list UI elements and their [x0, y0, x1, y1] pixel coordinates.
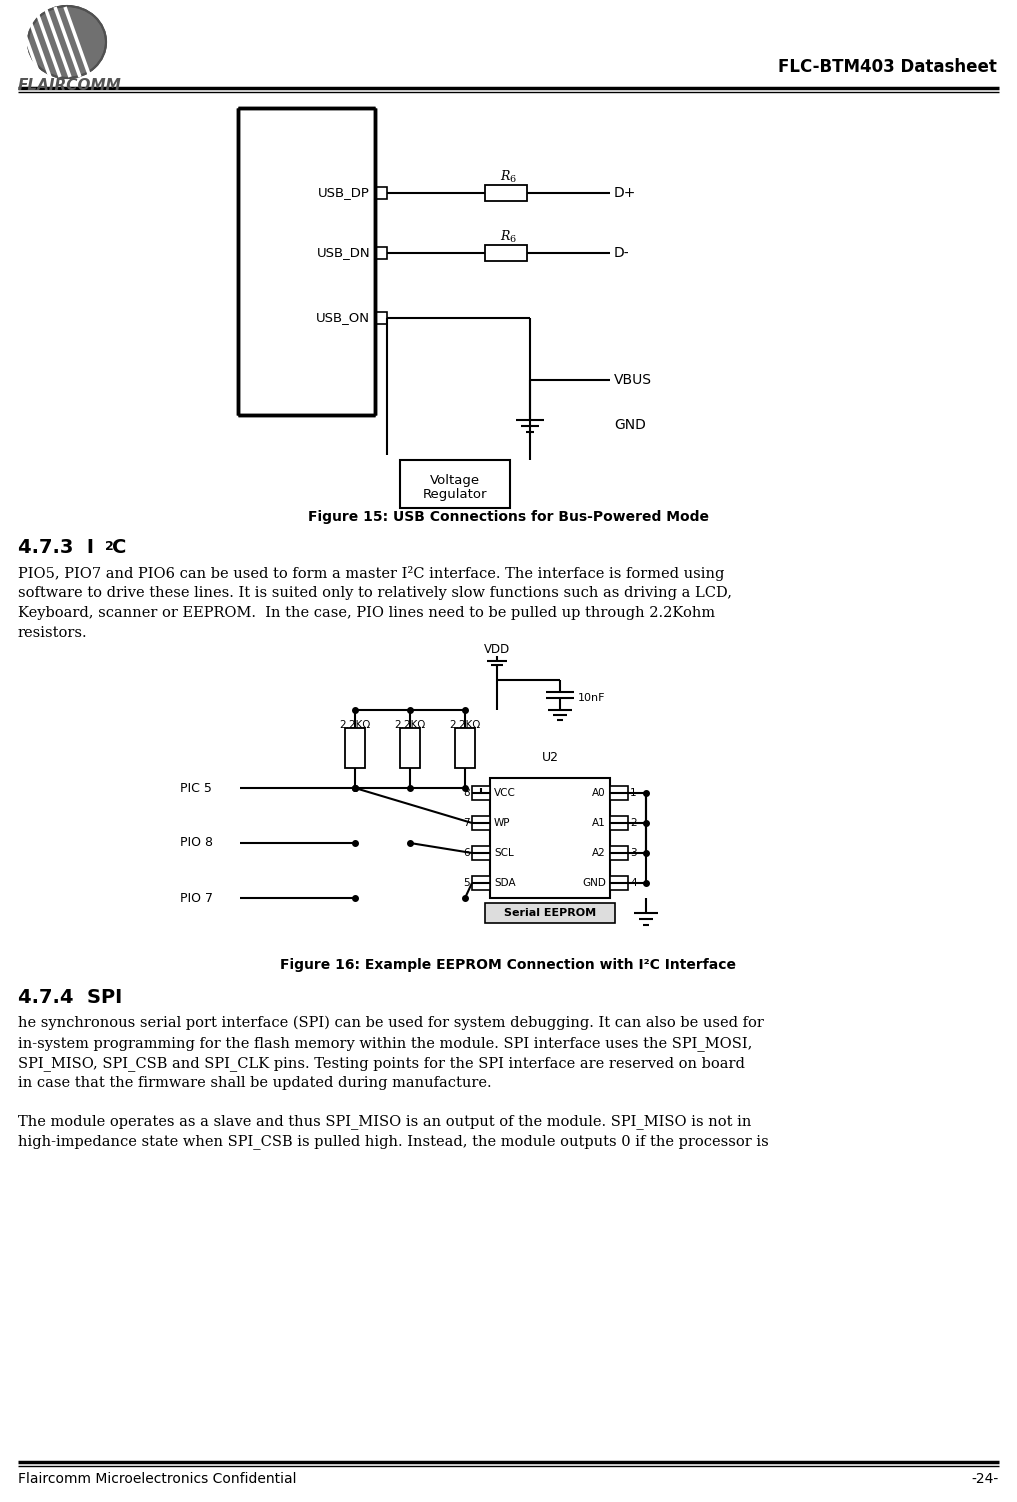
Text: The module operates as a slave and thus SPI_MISO is an output of the module. SPI: The module operates as a slave and thus … [18, 1114, 752, 1130]
Text: 6: 6 [464, 849, 470, 858]
Text: FLC-BTM403 Datasheet: FLC-BTM403 Datasheet [778, 59, 997, 77]
Text: SPI_MISO, SPI_CSB and SPI_CLK pins. Testing points for the SPI interface are res: SPI_MISO, SPI_CSB and SPI_CLK pins. Test… [18, 1056, 744, 1071]
Text: 4: 4 [630, 879, 637, 888]
Text: A2: A2 [592, 849, 606, 858]
Text: he synchronous serial port interface (SPI) can be used for system debugging. It : he synchronous serial port interface (SP… [18, 1015, 764, 1030]
Text: 3: 3 [630, 849, 637, 858]
Bar [400, 728, 420, 768]
Bar [375, 246, 387, 258]
Bar [472, 846, 490, 861]
Bar [610, 816, 629, 831]
Text: R: R [500, 170, 510, 183]
Text: 4.7.3  I: 4.7.3 I [18, 538, 94, 557]
Text: VBUS: VBUS [614, 372, 652, 388]
Text: PIO 7: PIO 7 [180, 892, 213, 904]
Text: 1: 1 [630, 789, 637, 798]
Bar [472, 786, 490, 801]
Text: 2: 2 [105, 541, 114, 553]
Text: Regulator: Regulator [423, 488, 487, 502]
Text: PIO 8: PIO 8 [180, 837, 213, 850]
Bar [345, 728, 365, 768]
Bar [472, 876, 490, 891]
Text: 2: 2 [630, 819, 637, 828]
Text: FLAIRCOMM: FLAIRCOMM [18, 78, 122, 93]
Text: WP: WP [494, 819, 511, 828]
Text: U2: U2 [541, 751, 558, 765]
Text: USB_DP: USB_DP [318, 186, 370, 200]
Bar [400, 460, 510, 508]
Text: SCL: SCL [494, 849, 514, 858]
Bar [485, 903, 615, 924]
Text: 7: 7 [464, 819, 470, 828]
Text: 5: 5 [464, 879, 470, 888]
Text: A1: A1 [592, 819, 606, 828]
Text: 6: 6 [508, 234, 516, 243]
Text: VDD: VDD [484, 643, 511, 656]
Bar [610, 876, 629, 891]
Text: 2.2KΩ: 2.2KΩ [450, 719, 481, 730]
Text: 2.2KΩ: 2.2KΩ [340, 719, 370, 730]
Text: high-impedance state when SPI_CSB is pulled high. Instead, the module outputs 0 : high-impedance state when SPI_CSB is pul… [18, 1134, 769, 1149]
Text: D-: D- [614, 246, 630, 260]
Text: -24-: -24- [972, 1472, 999, 1485]
Text: GND: GND [582, 879, 606, 888]
Bar [485, 245, 527, 261]
Bar [610, 846, 629, 861]
Bar [485, 185, 527, 201]
Text: 6: 6 [508, 176, 516, 185]
Text: resistors.: resistors. [18, 626, 87, 640]
Text: Figure 16: Example EEPROM Connection with I²C Interface: Figure 16: Example EEPROM Connection wit… [280, 958, 736, 972]
Text: C: C [112, 538, 126, 557]
Text: PIO5, PIO7 and PIO6 can be used to form a master I²C interface. The interface is: PIO5, PIO7 and PIO6 can be used to form … [18, 566, 724, 581]
Text: USB_DN: USB_DN [316, 246, 370, 260]
Text: Serial EEPROM: Serial EEPROM [504, 909, 596, 918]
Text: PIC 5: PIC 5 [180, 781, 212, 795]
Text: Voltage: Voltage [430, 475, 480, 487]
Text: in-system programming for the flash memory within the module. SPI interface uses: in-system programming for the flash memo… [18, 1036, 753, 1051]
Bar [455, 728, 475, 768]
Text: in case that the firmware shall be updated during manufacture.: in case that the firmware shall be updat… [18, 1075, 491, 1090]
Bar [610, 786, 629, 801]
Text: USB_ON: USB_ON [316, 311, 370, 324]
Text: Figure 15: USB Connections for Bus-Powered Mode: Figure 15: USB Connections for Bus-Power… [307, 511, 709, 524]
Text: 8: 8 [464, 789, 470, 798]
Text: 10nF: 10nF [578, 692, 605, 703]
Text: software to drive these lines. It is suited only to relatively slow functions su: software to drive these lines. It is sui… [18, 586, 732, 599]
Bar [472, 816, 490, 831]
Text: A0: A0 [592, 789, 606, 798]
Text: Flaircomm Microelectronics Confidential: Flaircomm Microelectronics Confidential [18, 1472, 297, 1485]
Bar [490, 778, 610, 898]
Ellipse shape [28, 6, 106, 78]
Text: Keyboard, scanner or EEPROM.  In the case, PIO lines need to be pulled up throug: Keyboard, scanner or EEPROM. In the case… [18, 605, 715, 620]
Bar [375, 188, 387, 198]
Text: R: R [500, 230, 510, 243]
Text: D+: D+ [614, 186, 637, 200]
Bar [375, 312, 387, 324]
Text: GND: GND [614, 418, 646, 433]
Text: 2.2KΩ: 2.2KΩ [395, 719, 426, 730]
Text: SDA: SDA [494, 879, 516, 888]
Text: VCC: VCC [494, 789, 516, 798]
Text: 4.7.4  SPI: 4.7.4 SPI [18, 988, 122, 1006]
